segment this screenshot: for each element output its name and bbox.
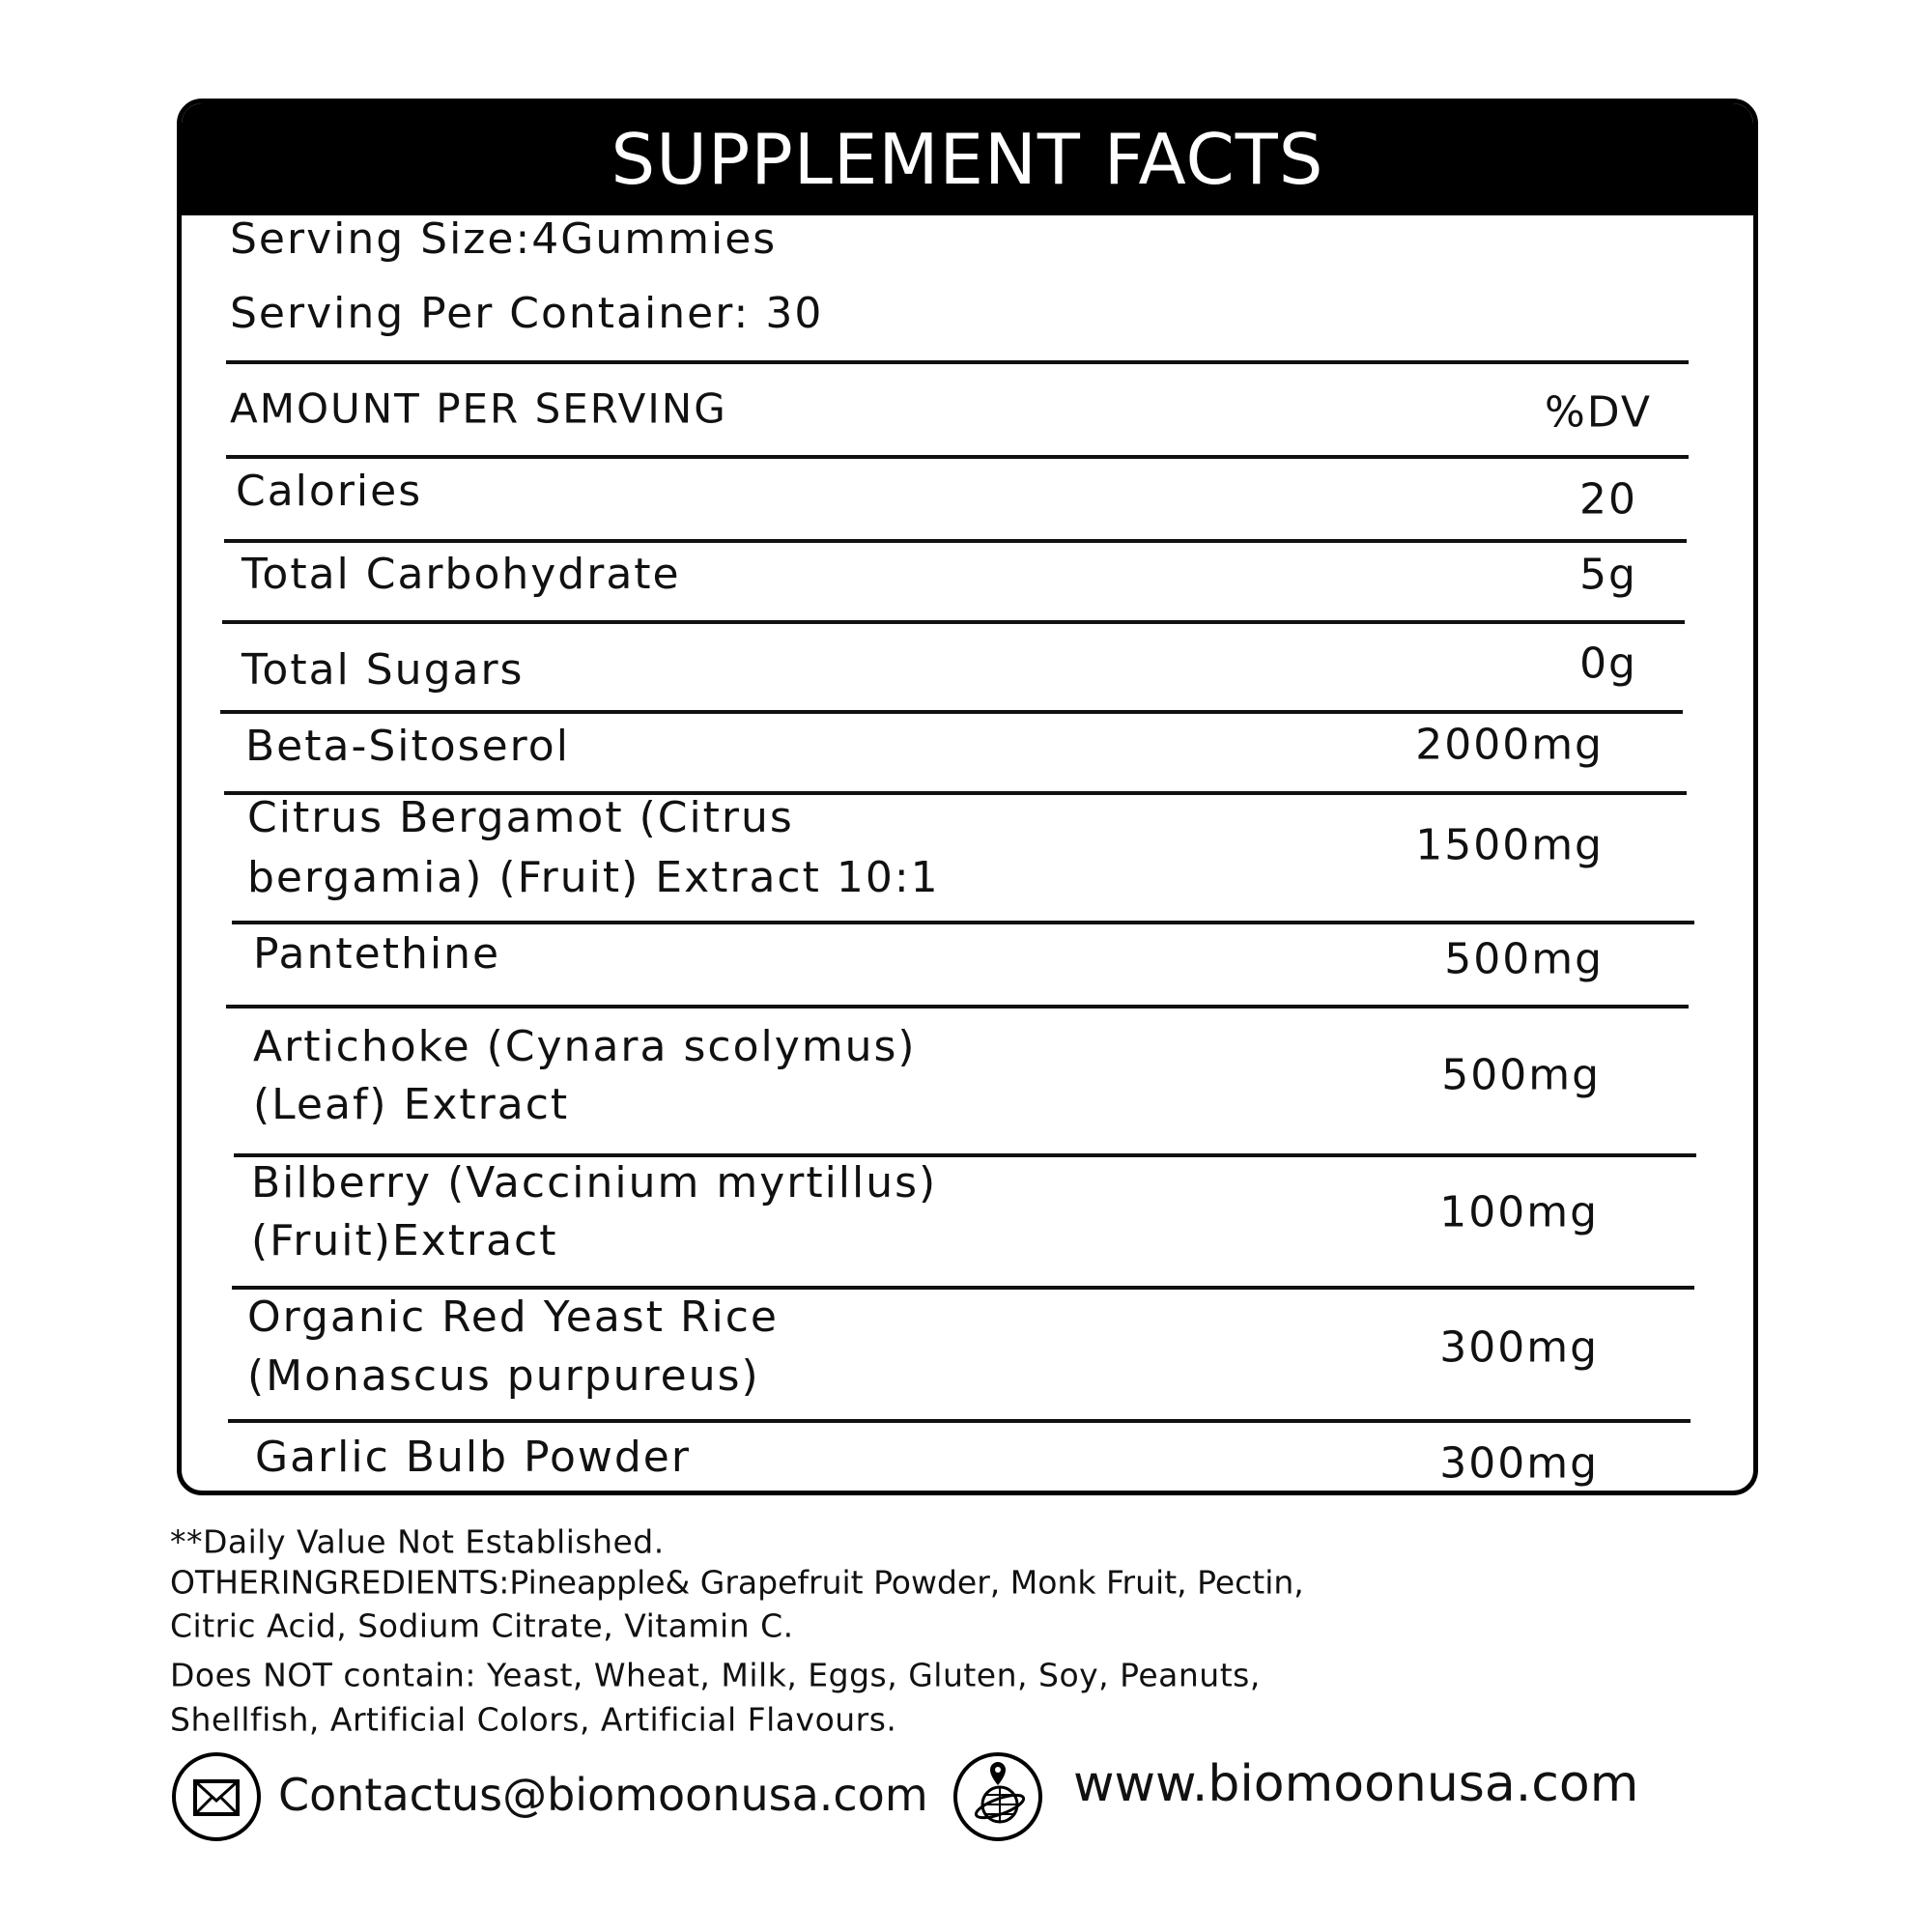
divider bbox=[220, 710, 1683, 714]
divider bbox=[226, 1005, 1689, 1009]
divider bbox=[232, 1286, 1694, 1290]
row-value: 5g bbox=[1579, 550, 1637, 600]
row-value: 1500mg bbox=[1415, 820, 1604, 870]
row-value: 300mg bbox=[1439, 1438, 1599, 1489]
row-label: Citrus Bergamot (Citrus bbox=[247, 793, 794, 843]
divider bbox=[228, 1419, 1690, 1423]
allergen-statement-cont: Shellfish, Artificial Colors, Artificial… bbox=[170, 1700, 897, 1739]
divider bbox=[226, 360, 1689, 364]
panel-title: SUPPLEMENT FACTS bbox=[182, 103, 1753, 215]
row-label: Organic Red Yeast Rice bbox=[247, 1293, 779, 1343]
amount-per-serving-label: AMOUNT PER SERVING bbox=[230, 384, 727, 433]
row-label-line2: (Monascus purpureus) bbox=[247, 1351, 760, 1402]
row-label: Calories bbox=[236, 467, 423, 517]
other-ingredients-cont: Citric Acid, Sodium Citrate, Vitamin C. bbox=[170, 1606, 794, 1645]
contact-email-link[interactable]: Contactus@biomoonusa.com bbox=[278, 1769, 928, 1821]
row-value: 0g bbox=[1579, 639, 1637, 689]
row-label-line2: (Leaf) Extract bbox=[253, 1080, 570, 1130]
row-value: 300mg bbox=[1439, 1322, 1599, 1373]
row-value: 500mg bbox=[1444, 934, 1604, 984]
row-value: 2000mg bbox=[1415, 720, 1604, 770]
dv-header: %DV bbox=[1544, 387, 1652, 438]
globe-location-icon bbox=[953, 1752, 1042, 1841]
row-label-line2: bergamia) (Fruit) Extract 10:1 bbox=[247, 853, 940, 903]
row-label: Beta-Sitoserol bbox=[245, 722, 570, 772]
row-label: Bilberry (Vaccinium myrtillus) bbox=[251, 1158, 938, 1208]
row-label: Artichoke (Cynara scolymus) bbox=[253, 1022, 917, 1072]
row-label-line2: (Fruit)Extract bbox=[251, 1216, 558, 1266]
row-label: Garlic Bulb Powder bbox=[255, 1433, 691, 1483]
divider bbox=[224, 539, 1687, 543]
row-value: 500mg bbox=[1441, 1050, 1601, 1100]
divider bbox=[234, 1153, 1696, 1157]
row-label: Pantethine bbox=[253, 929, 501, 980]
row-value: 20 bbox=[1579, 474, 1637, 525]
daily-value-note: **Daily Value Not Established. bbox=[170, 1522, 665, 1561]
divider bbox=[226, 455, 1689, 459]
serving-size: Serving Size:4Gummies bbox=[230, 214, 778, 265]
divider bbox=[232, 921, 1694, 924]
servings-per-container: Serving Per Container: 30 bbox=[230, 289, 824, 339]
supplement-facts-panel: SUPPLEMENT FACTS Serving Size:4Gummies S… bbox=[177, 99, 1758, 1495]
website-link[interactable]: www.biomoonusa.com bbox=[1073, 1755, 1639, 1813]
envelope-icon bbox=[172, 1752, 261, 1841]
row-label: Total Sugars bbox=[242, 645, 525, 696]
row-label: Total Carbohydrate bbox=[242, 550, 681, 600]
row-value: 100mg bbox=[1439, 1187, 1599, 1237]
other-ingredients: OTHERINGREDIENTS:Pineapple& Grapefruit P… bbox=[170, 1563, 1304, 1602]
allergen-statement: Does NOT contain: Yeast, Wheat, Milk, Eg… bbox=[170, 1656, 1261, 1694]
divider bbox=[222, 620, 1685, 624]
divider bbox=[224, 791, 1687, 795]
